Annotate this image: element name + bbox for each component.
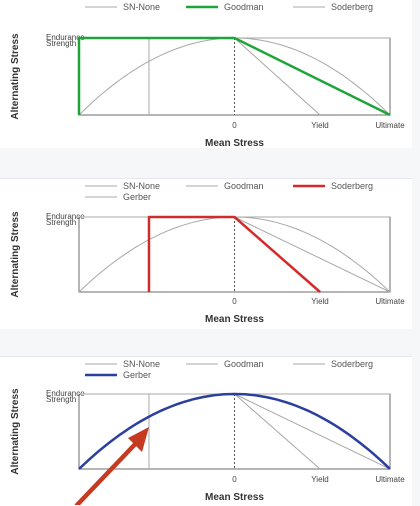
tick-label-yield: Yield (311, 121, 329, 130)
legend-label-goodman: Goodman (224, 2, 264, 12)
tick-label-yield: Yield (311, 475, 329, 484)
y-axis-label: Alternating Stress (10, 388, 21, 475)
strength-label: Strength (46, 395, 76, 404)
goodman-chart-panel: SN-None Goodman Soderberg Endurance Strength… (0, 0, 412, 148)
legend-label-goodman: Goodman (224, 181, 264, 191)
y-axis-label: Alternating Stress (10, 211, 21, 298)
legend-label-sn-none: SN-None (123, 359, 160, 369)
legend-label-goodman: Goodman (224, 359, 264, 369)
gerber-chart-panel: SN-None Goodman Soderberg Gerber Endurance St… (0, 356, 412, 506)
x-axis-label: Mean Stress (205, 314, 264, 325)
tick-label-0: 0 (232, 297, 237, 306)
series-soderberg (234, 37, 321, 116)
soderberg-chart-panel: SN-None Goodman Soderberg Gerber Endurance St… (0, 178, 412, 329)
legend-label-soderberg: Soderberg (331, 2, 373, 12)
legend-label-sn-none: SN-None (123, 2, 160, 12)
legend-label-sn-none: SN-None (123, 181, 160, 191)
y-axis-label: Alternating Stress (10, 33, 21, 120)
series-goodman (77, 36, 391, 117)
endurance-label: Endurance (46, 389, 85, 398)
tick-label-ultimate: Ultimate (375, 475, 405, 484)
series-goodman (234, 216, 391, 293)
goodman-chart: SN-None Goodman Soderberg EnduranceStrength… (10, 2, 405, 148)
series-goodman (234, 393, 391, 470)
legend-label-gerber: Gerber (123, 370, 151, 380)
legend-label-soderberg: Soderberg (331, 181, 373, 191)
strength-label: Strength (46, 39, 76, 48)
tick-label-ultimate: Ultimate (375, 297, 405, 306)
endurance-label: Endurance (46, 212, 85, 221)
tick-label-ultimate: Ultimate (375, 121, 405, 130)
endurance-label: Endurance (46, 33, 85, 42)
soderberg-chart: SN-None Goodman Soderberg Gerber EnduranceSt… (10, 181, 405, 325)
x-axis-label: Mean Stress (205, 138, 264, 148)
tick-label-yield: Yield (311, 297, 329, 306)
x-axis-label: Mean Stress (205, 492, 264, 503)
series-soderberg (147, 215, 321, 293)
legend-label-gerber: Gerber (123, 192, 151, 202)
tick-label-0: 0 (232, 121, 237, 130)
tick-label-0: 0 (232, 475, 237, 484)
strength-label: Strength (46, 218, 76, 227)
gerber-chart: SN-None Goodman Soderberg Gerber EnduranceSt… (10, 359, 405, 503)
legend-label-soderberg: Soderberg (331, 359, 373, 369)
series-soderberg (234, 393, 321, 470)
